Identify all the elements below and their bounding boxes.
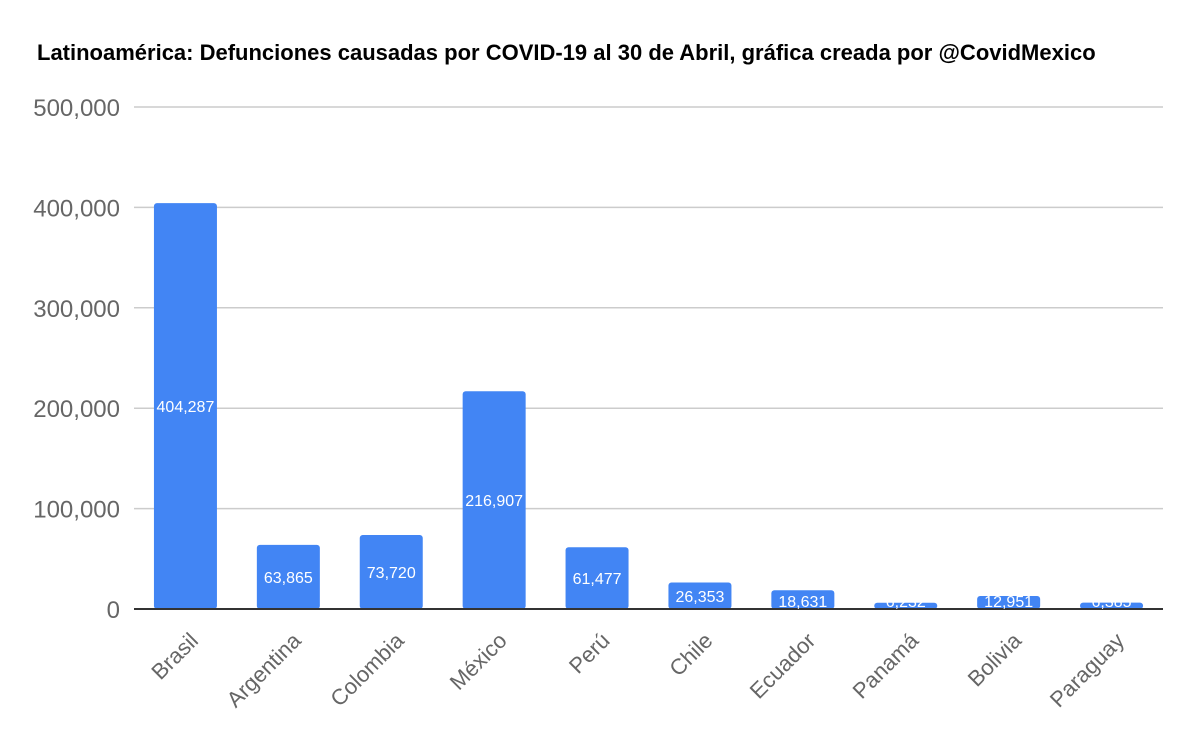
x-tick-label: Brasil	[146, 628, 203, 685]
bar-brasil	[153, 203, 217, 609]
x-tick-label: México	[445, 628, 512, 695]
data-label: 216,907	[465, 493, 523, 510]
bar-panamá	[874, 602, 938, 609]
bar-colombia	[359, 534, 423, 609]
bar-bolivia	[977, 595, 1041, 609]
x-tick-label: Perú	[564, 628, 615, 679]
data-label: 26,353	[675, 589, 724, 606]
data-label: 73,720	[367, 565, 416, 582]
x-tick-label: Colombia	[325, 627, 409, 711]
y-tick-label: 400,000	[33, 195, 120, 222]
x-axis-ticks: Brasil Argentina Colombia México Perú Chile Ec…	[146, 627, 1129, 712]
y-tick-label: 500,000	[33, 95, 120, 122]
y-axis-ticks: 0 100,000 200,000 300,000 400,000 500,000	[33, 95, 120, 624]
x-tick-label: Chile	[664, 628, 717, 681]
x-tick-label: Panamá	[848, 627, 924, 703]
data-label: 18,631	[778, 594, 827, 611]
bar-méxico	[462, 391, 526, 609]
bar-paraguay	[1080, 602, 1144, 609]
gridlines	[134, 106, 1163, 510]
y-tick-label: 200,000	[33, 396, 120, 423]
x-tick-label: Bolivia	[963, 627, 1027, 691]
data-labels: 404,287 63,865 73,720 216,907 61,477 26,353 18…	[157, 399, 1132, 611]
bars	[153, 203, 1144, 609]
bar-ecuador	[771, 590, 835, 609]
data-label: 6,385	[1092, 594, 1132, 611]
x-tick-label: Paraguay	[1045, 628, 1129, 712]
data-label: 63,865	[264, 570, 313, 587]
x-tick-label: Ecuador	[745, 628, 821, 704]
data-label: 404,287	[157, 399, 215, 416]
data-label: 61,477	[573, 571, 622, 588]
y-tick-label: 0	[107, 597, 120, 624]
data-label: 12,951	[984, 594, 1033, 611]
bar-argentina	[256, 544, 320, 609]
y-tick-label: 100,000	[33, 497, 120, 524]
bar-perú	[565, 547, 629, 609]
data-label: 6,232	[886, 594, 926, 611]
y-tick-label: 300,000	[33, 296, 120, 323]
bar-chile	[668, 582, 732, 609]
chart-title: Latinoamérica: Defunciones causadas por …	[37, 40, 1096, 65]
x-tick-label: Argentina	[222, 627, 307, 712]
